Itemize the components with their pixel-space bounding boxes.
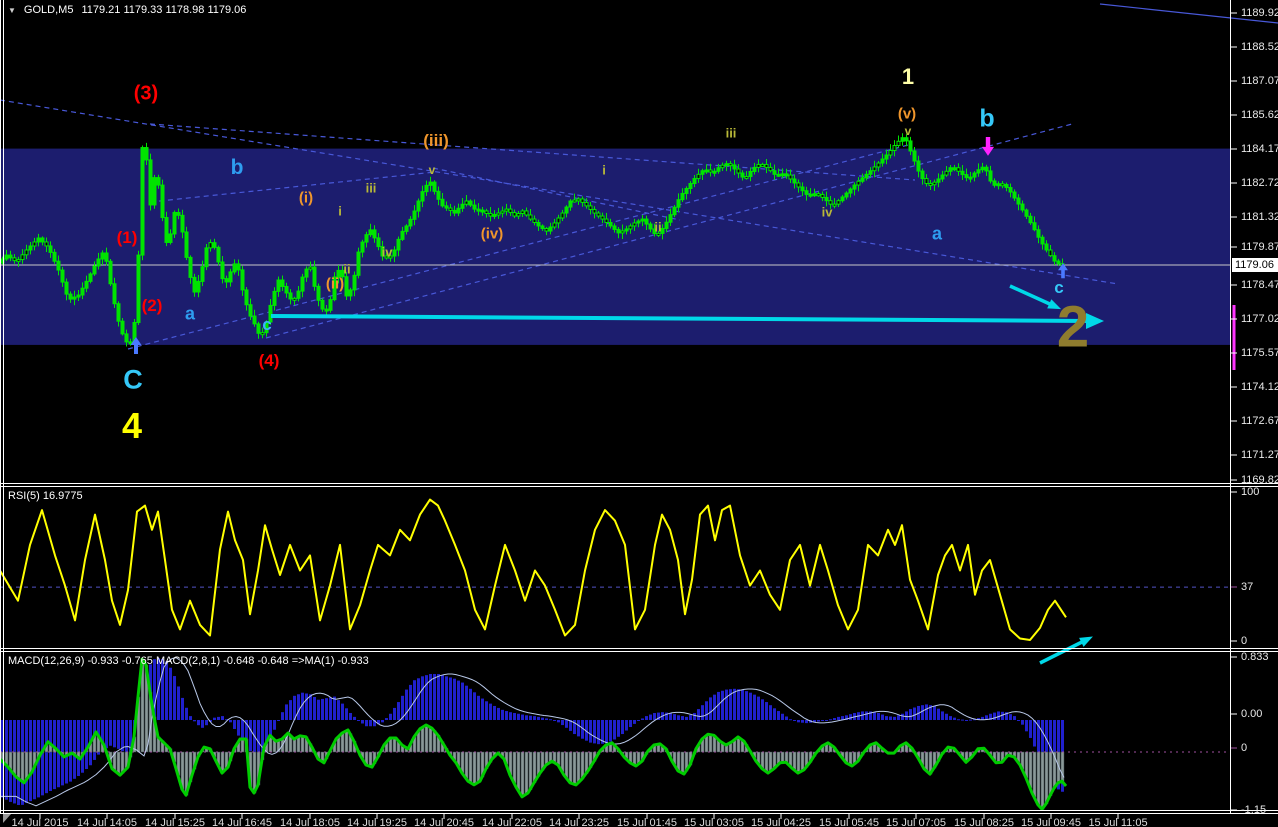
wave-label-v[interactable]: v — [428, 163, 436, 177]
macd-axis-label: 0.00 — [1241, 708, 1263, 720]
rsi-axis-label: 0 — [1241, 635, 1248, 647]
wave-label-1[interactable]: 1 — [901, 64, 915, 89]
price-axis-label: 1171.27 — [1241, 449, 1278, 461]
time-axis-label: 14 Jul 22:05 — [482, 817, 542, 827]
macd-indicator-label: MACD(12,26,9) -0.933 -0.765 MACD(2,8,1) … — [8, 655, 369, 667]
time-axis-label: 14 Jul 14:05 — [77, 817, 137, 827]
rsi-pane[interactable] — [0, 487, 1231, 648]
price-axis-label: 1189.92 — [1241, 7, 1278, 19]
time-axis-label: 15 Jul 04:25 — [751, 817, 811, 827]
time-axis-label: 15 Jul 07:05 — [886, 817, 946, 827]
time-axis-label: 15 Jul 09:45 — [1021, 817, 1081, 827]
up-arrow-object[interactable] — [1058, 263, 1068, 279]
up-arrow-object[interactable] — [130, 337, 142, 354]
current-price-badge: 1179.06 — [1232, 258, 1278, 272]
price-axis-label: 1179.87 — [1241, 241, 1278, 253]
chart-title-bar: ▼ GOLD,M5 1179.21 1179.33 1178.98 1179.0… — [8, 4, 246, 16]
wave-label-1[interactable]: (1) — [116, 228, 138, 247]
wave-label-4[interactable]: (4) — [258, 351, 280, 370]
wave-label-ii[interactable]: ii — [654, 219, 662, 235]
symbol-dropdown-icon[interactable]: ▼ — [8, 5, 16, 15]
time-axis-label: 14 Jul 19:25 — [347, 817, 407, 827]
wave-label-a[interactable]: a — [931, 223, 943, 244]
wave-label-c[interactable]: c — [262, 315, 272, 334]
price-axis-label: 1181.32 — [1241, 211, 1278, 223]
wave-label-2[interactable]: 2 — [1056, 294, 1090, 360]
time-axis-label: 14 Jul 18:05 — [280, 817, 340, 827]
price-axis-label: 1184.17 — [1241, 143, 1278, 155]
wave-label-ii[interactable]: (ii) — [325, 275, 345, 293]
price-axis-label: 1185.62 — [1241, 109, 1278, 121]
ohlc-readout: 1179.21 1179.33 1178.98 1179.06 — [81, 4, 247, 16]
price-axis-label: 1188.52 — [1241, 41, 1278, 53]
price-axis-label: 1169.82 — [1241, 474, 1278, 486]
wave-label-b[interactable]: b — [979, 104, 995, 133]
wave-label-iii[interactable]: (iii) — [423, 131, 449, 150]
time-axis-label: 15 Jul 01:45 — [617, 817, 677, 827]
macd-axis-label: -1.15 — [1241, 804, 1267, 816]
wave-label-i[interactable]: i — [602, 162, 606, 178]
time-axis-label: 15 Jul 03:05 — [684, 817, 744, 827]
wave-label-iii[interactable]: iii — [365, 180, 377, 196]
wave-label-iv[interactable]: iv — [821, 204, 833, 220]
wave-label-iv[interactable]: (iv) — [480, 225, 504, 243]
time-axis-label: 14 Jul 16:45 — [212, 817, 272, 827]
price-axis-label: 1182.72 — [1241, 177, 1278, 189]
wave-label-b[interactable]: b — [230, 156, 244, 179]
price-axis-label: 1187.07 — [1241, 75, 1278, 87]
wave-label-v[interactable]: v — [904, 124, 912, 138]
time-axis-label: 14 Jul 20:45 — [414, 817, 474, 827]
time-axis-label: 14 Jul 23:25 — [549, 817, 609, 827]
rsi-indicator-label: RSI(5) 16.9775 — [8, 490, 83, 502]
wave-label-a[interactable]: a — [184, 303, 196, 324]
wave-label-c[interactable]: c — [1054, 278, 1064, 297]
wave-label-i[interactable]: i — [338, 203, 342, 219]
wave-label-i[interactable]: (i) — [298, 189, 314, 207]
wave-label-iii[interactable]: iii — [725, 125, 737, 141]
time-axis-label: 15 Jul 05:45 — [819, 817, 879, 827]
main-chart-pane[interactable] — [0, 0, 1231, 483]
time-axis-label: 14 Jul 15:25 — [145, 817, 205, 827]
down-arrow-object[interactable] — [981, 137, 995, 156]
price-axis-label: 1175.57 — [1241, 347, 1278, 359]
time-axis-label: 14 Jul 2015 — [11, 817, 69, 827]
wave-label-4[interactable]: 4 — [121, 405, 143, 446]
wave-label-ii[interactable]: ii — [343, 261, 351, 277]
wave-label-iv[interactable]: iv — [381, 244, 393, 260]
price-axis-label: 1172.67 — [1241, 415, 1278, 427]
price-axis-label: 1178.47 — [1241, 279, 1278, 291]
wave-label-v[interactable]: (v) — [897, 105, 917, 123]
rsi-axis-label: 37 — [1241, 581, 1254, 593]
macd-pane[interactable] — [0, 652, 1231, 810]
rsi-axis-label: 100 — [1241, 486, 1260, 498]
macd-axis-label: 0 — [1241, 742, 1248, 754]
wave-label-2[interactable]: (2) — [141, 296, 163, 315]
price-axis-label: 1177.02 — [1241, 313, 1278, 325]
time-axis-label: 15 Jul 08:25 — [954, 817, 1014, 827]
symbol-title: GOLD,M5 — [23, 4, 74, 16]
macd-axis-label: 0.833 — [1241, 651, 1269, 663]
price-axis-label: 1174.12 — [1241, 381, 1278, 393]
wave-label-3[interactable]: (3) — [133, 82, 159, 105]
wave-label-C[interactable]: C — [123, 364, 143, 395]
time-axis-label: 15 Jul 11:05 — [1088, 817, 1148, 827]
